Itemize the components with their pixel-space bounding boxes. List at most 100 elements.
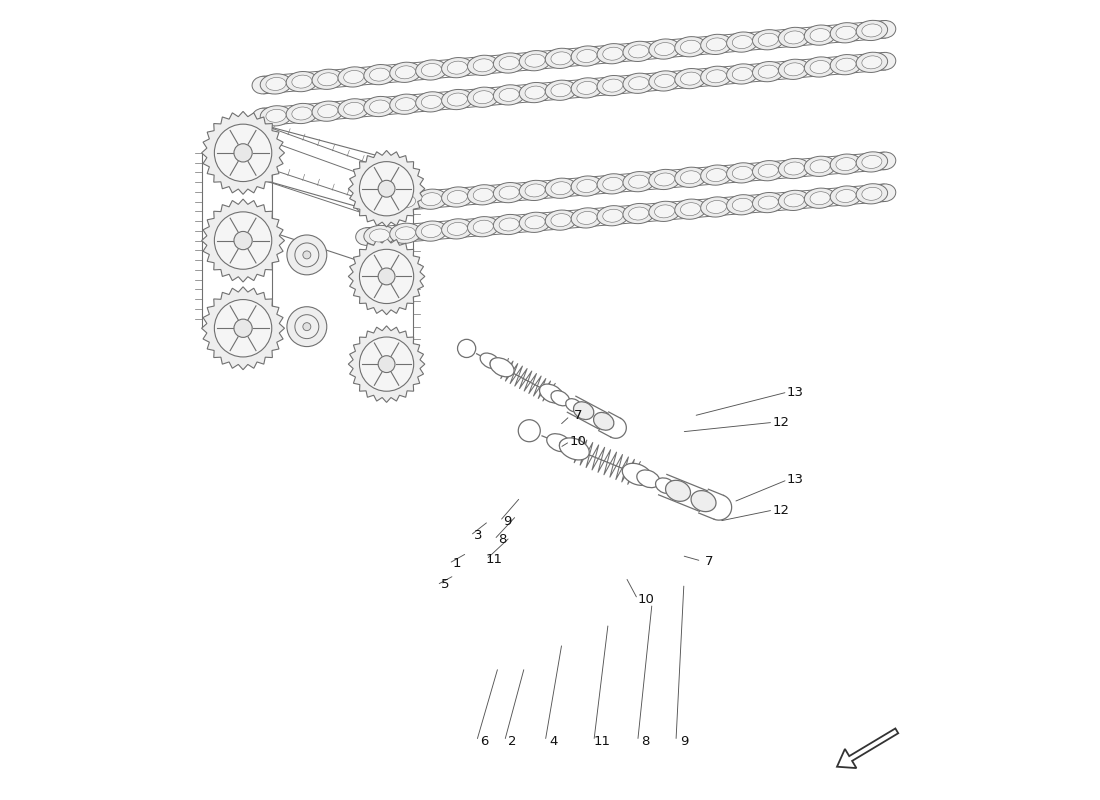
Ellipse shape (629, 45, 649, 58)
Ellipse shape (441, 218, 473, 239)
Ellipse shape (603, 210, 623, 222)
Ellipse shape (779, 158, 810, 178)
Ellipse shape (519, 180, 551, 201)
Ellipse shape (873, 184, 895, 202)
Text: 11: 11 (486, 553, 503, 566)
Ellipse shape (830, 186, 861, 206)
Ellipse shape (603, 79, 623, 92)
Ellipse shape (364, 97, 395, 117)
Ellipse shape (519, 82, 551, 102)
Text: 1: 1 (452, 557, 461, 570)
Circle shape (378, 180, 395, 197)
Ellipse shape (597, 75, 628, 96)
Ellipse shape (338, 98, 370, 119)
Ellipse shape (448, 61, 468, 74)
Ellipse shape (448, 222, 468, 235)
Ellipse shape (830, 54, 861, 74)
Ellipse shape (525, 54, 546, 67)
Ellipse shape (252, 76, 274, 94)
Circle shape (214, 124, 272, 182)
Ellipse shape (629, 77, 649, 90)
Ellipse shape (784, 194, 804, 207)
Ellipse shape (499, 89, 519, 102)
Ellipse shape (779, 27, 810, 47)
Ellipse shape (804, 57, 836, 77)
Ellipse shape (784, 31, 804, 44)
Ellipse shape (649, 71, 680, 91)
Text: 12: 12 (772, 416, 790, 429)
Ellipse shape (546, 210, 576, 230)
Ellipse shape (597, 174, 628, 194)
Ellipse shape (810, 192, 830, 205)
Ellipse shape (416, 60, 448, 80)
Ellipse shape (836, 58, 856, 71)
Circle shape (295, 314, 319, 338)
Ellipse shape (733, 67, 752, 81)
Polygon shape (349, 326, 425, 402)
Ellipse shape (343, 102, 364, 115)
Ellipse shape (473, 59, 493, 72)
Ellipse shape (494, 182, 525, 202)
Ellipse shape (519, 212, 551, 233)
Text: 11: 11 (593, 734, 611, 748)
Ellipse shape (862, 187, 882, 200)
Circle shape (360, 162, 414, 216)
Ellipse shape (560, 438, 590, 460)
Ellipse shape (286, 71, 318, 92)
Ellipse shape (856, 184, 888, 204)
Text: 12: 12 (772, 503, 790, 517)
Ellipse shape (784, 63, 804, 76)
Ellipse shape (494, 53, 525, 73)
Circle shape (234, 144, 252, 162)
Ellipse shape (654, 205, 674, 218)
Ellipse shape (416, 189, 448, 210)
Ellipse shape (758, 34, 779, 46)
Text: 13: 13 (786, 386, 804, 398)
Ellipse shape (318, 73, 338, 86)
Text: 10: 10 (637, 593, 654, 606)
Ellipse shape (810, 29, 830, 42)
Ellipse shape (656, 478, 675, 494)
Ellipse shape (490, 358, 514, 377)
Ellipse shape (674, 37, 706, 57)
Ellipse shape (421, 63, 441, 77)
Ellipse shape (830, 154, 861, 174)
Ellipse shape (597, 44, 628, 64)
Ellipse shape (603, 178, 623, 190)
Ellipse shape (261, 106, 292, 126)
Ellipse shape (571, 176, 603, 196)
Circle shape (458, 339, 475, 358)
Ellipse shape (862, 24, 882, 37)
Ellipse shape (312, 69, 343, 90)
Ellipse shape (597, 206, 628, 226)
Ellipse shape (539, 384, 563, 403)
Ellipse shape (468, 87, 499, 107)
Ellipse shape (752, 62, 784, 82)
Text: 9: 9 (680, 734, 689, 748)
Circle shape (302, 322, 311, 330)
Ellipse shape (396, 66, 416, 79)
Ellipse shape (441, 90, 473, 110)
Ellipse shape (681, 40, 701, 54)
Ellipse shape (862, 56, 882, 69)
Ellipse shape (576, 50, 597, 62)
Ellipse shape (551, 182, 571, 194)
Ellipse shape (468, 55, 499, 75)
Ellipse shape (312, 101, 343, 122)
Text: 10: 10 (570, 435, 586, 448)
Ellipse shape (758, 65, 779, 78)
Ellipse shape (499, 218, 519, 231)
Ellipse shape (784, 162, 804, 175)
Ellipse shape (343, 70, 364, 83)
Ellipse shape (629, 207, 649, 220)
Ellipse shape (546, 80, 576, 100)
Ellipse shape (674, 167, 706, 187)
Ellipse shape (551, 84, 571, 97)
Ellipse shape (649, 170, 681, 190)
Polygon shape (201, 286, 285, 370)
Ellipse shape (421, 225, 441, 238)
Ellipse shape (468, 217, 499, 237)
Text: 6: 6 (481, 734, 488, 748)
Circle shape (214, 212, 272, 270)
Ellipse shape (565, 398, 582, 412)
